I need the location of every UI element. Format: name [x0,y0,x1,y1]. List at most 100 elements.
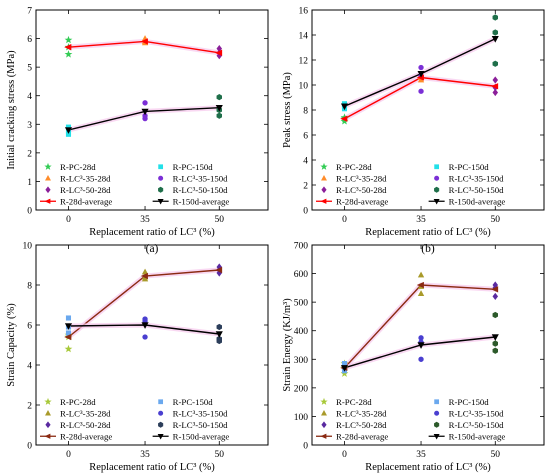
y-tick-label: 5 [27,64,32,74]
legend-entry: R-150d-average [449,431,506,441]
x-tick-label: 0 [66,215,71,225]
data-point [418,88,424,94]
data-point [216,93,222,101]
data-point [142,115,148,122]
legend-marker [321,175,327,181]
data-point [64,43,72,51]
y-tick-label: 8 [27,282,32,292]
data-point [65,315,72,321]
legend-marker [320,162,328,170]
y-tick-label: 4 [27,362,32,372]
data-point [340,365,349,372]
legend-entry: R-LC³-35-150d [173,173,229,183]
x-tick-label: 50 [491,215,501,225]
legend-entry: R-PC-28d [60,162,96,172]
data-point [216,112,222,119]
panel-label: (a) [146,243,159,255]
y-tick-label: 2 [27,149,32,159]
legend-entry: R-LC³-50-150d [173,420,229,430]
data-point [64,35,73,44]
legend-marker [45,421,51,429]
y-tick-label: 0 [303,207,308,217]
y-tick-label: 100 [294,413,309,423]
x-axis-label: Replacement ratio of LC³ (%) [365,227,491,238]
legend-entry: R-PC-150d [173,397,214,407]
data-point [142,334,148,340]
legend-entry: R-28d-average [60,431,112,441]
legend-marker [44,198,51,204]
legend-marker [320,397,328,405]
legend-entry: R-LC³-35-28d [336,173,387,183]
legend-entry: R-LC³-35-150d [449,408,505,418]
y-tick-label: 10 [23,242,33,252]
x-tick-label: 35 [140,450,150,460]
legend-marker [433,199,440,205]
legend-marker [158,421,164,428]
legend-marker [433,434,440,440]
legend-entry: R-28d-average [60,196,112,206]
legend-marker [434,421,440,428]
data-point [215,49,223,57]
legend-entry: R-LC³-50-28d [336,420,387,430]
legend-marker [434,410,440,416]
legend-entry: R-28d-average [336,196,388,206]
y-tick-label: 10 [299,82,309,92]
y-axis-label: Strain Energy (KJ/m³) [282,298,293,392]
series-halo [342,282,496,370]
data-point [215,266,223,274]
y-tick-label: 6 [27,322,32,332]
y-tick-label: 700 [294,242,309,252]
legend-entry: R-PC-28d [336,162,372,172]
legend-entry: R-28d-average [336,431,388,441]
y-tick-label: 500 [294,299,309,309]
legend-marker [321,421,327,429]
x-tick-label: 50 [215,450,225,460]
y-tick-label: 12 [299,57,309,67]
legend-entry: R-LC³-50-28d [60,420,111,430]
legend-entry: R-LC³-50-28d [336,185,387,195]
data-point [64,323,73,330]
panel-label: (b) [421,243,435,255]
legend-entry: R-150d-average [449,196,506,206]
y-axis-label: Peak stress (MPa) [282,72,293,148]
data-point [141,108,149,116]
legend-marker [434,399,440,405]
data-point [340,103,349,111]
data-point [416,281,424,289]
y-tick-label: 8 [303,107,308,117]
y-tick-label: 2 [27,402,32,412]
legend-entry: R-LC³-50-150d [173,185,229,195]
y-tick-label: 0 [303,442,308,452]
y-tick-label: 6 [27,35,32,45]
legend-marker [44,433,51,439]
y-tick-label: 3 [27,121,32,131]
legend-entry: R-PC-28d [336,397,372,407]
y-tick-label: 1 [27,178,32,188]
legend-marker [434,164,440,170]
y-axis-label: Strain Capacity (%) [6,303,17,387]
legend-marker [158,164,164,170]
legend-entry: R-PC-150d [449,397,490,407]
data-point [216,323,222,331]
legend-entry: R-PC-150d [173,162,214,172]
legend-entry: R-LC³-35-28d [336,408,387,418]
legend-marker [44,397,52,405]
y-tick-label: 14 [299,32,309,42]
legend-marker [321,186,327,194]
data-point [492,14,498,21]
legend-entry: R-LC³-35-150d [173,408,229,418]
data-point [64,50,73,58]
legend-entry: R-LC³-50-28d [60,185,111,195]
data-point [491,83,499,90]
series-line [343,284,496,369]
x-tick-label: 50 [215,215,225,225]
data-point [64,344,73,353]
x-tick-label: 0 [342,215,347,225]
plot-frame [35,244,269,446]
legend-entry: R-LC³-50-150d [449,420,505,430]
y-tick-label: 16 [299,7,309,17]
data-point [492,347,498,354]
